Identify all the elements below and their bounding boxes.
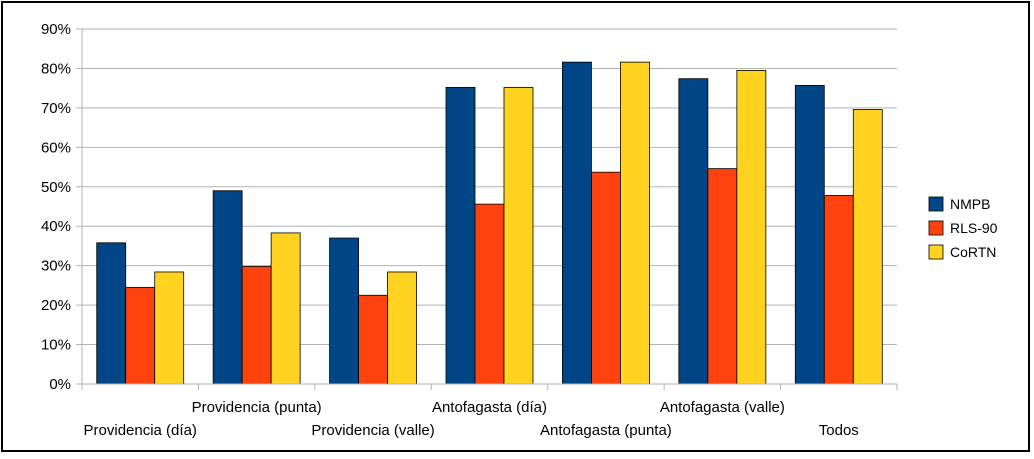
bar-cortn <box>387 271 417 385</box>
bar-rls-90 <box>591 171 621 385</box>
y-tick-label: 50% <box>41 179 71 196</box>
bar-cortn <box>503 86 534 385</box>
bar-nmpb <box>445 86 476 385</box>
bar-nmpb <box>678 78 709 385</box>
y-tick-label: 40% <box>41 218 71 235</box>
bar-rls-90 <box>823 195 854 385</box>
bar-nmpb <box>212 190 243 385</box>
bar-cortn <box>270 232 301 385</box>
x-tick-label: Antofagasta (día) <box>432 399 547 416</box>
y-tick-label: 20% <box>41 297 71 314</box>
axes <box>76 28 898 390</box>
legend-swatch-rls-90 <box>928 220 944 236</box>
legend-label: RLS-90 <box>950 220 998 236</box>
x-tick-label: Providencia (punta) <box>192 399 322 416</box>
bar-nmpb <box>562 61 592 385</box>
x-tick-label: Providencia (día) <box>84 422 197 439</box>
bar-rls-90 <box>707 168 738 385</box>
bar-cortn <box>154 271 185 385</box>
x-tick-labels: Providencia (día) Providencia (punta) Prov… <box>84 399 859 439</box>
bar-nmpb <box>794 85 825 385</box>
x-tick-label: Antofagasta (valle) <box>660 399 785 416</box>
y-tick-label: 30% <box>41 258 71 275</box>
y-tick-label: 70% <box>41 100 71 117</box>
bar-cortn <box>620 61 650 385</box>
bar-cortn <box>736 70 767 385</box>
legend: NMPB RLS-90 CoRTN <box>928 196 998 260</box>
y-tick-label: 10% <box>41 337 71 354</box>
legend-swatch-nmpb <box>928 196 944 212</box>
chart-frame: 0% 10% 20% 30% 40% 50% 60% 70% 80% 90% Providenci… <box>1 1 1030 452</box>
x-tick-label: Todos <box>819 422 859 439</box>
bar-chart: 0% 10% 20% 30% 40% 50% 60% 70% 80% 90% Providenci… <box>41 21 998 439</box>
bar-cortn <box>852 109 883 385</box>
bar-rls-90 <box>241 266 272 385</box>
legend-label: CoRTN <box>950 244 996 260</box>
bar-rls-90 <box>125 286 156 385</box>
bar-rls-90 <box>474 203 505 385</box>
legend-label: NMPB <box>950 196 990 212</box>
y-tick-label: 0% <box>49 376 71 393</box>
y-tick-labels: 0% 10% 20% 30% 40% 50% 60% 70% 80% 90% <box>41 21 71 393</box>
x-tick-label: Antofagasta (punta) <box>540 422 672 439</box>
bar-nmpb <box>329 237 359 385</box>
y-tick-label: 60% <box>41 139 71 156</box>
bar-nmpb <box>96 242 127 385</box>
y-tick-label: 80% <box>41 60 71 77</box>
bars <box>96 61 883 385</box>
bar-rls-90 <box>358 294 388 385</box>
x-tick-label: Providencia (valle) <box>311 422 434 439</box>
y-tick-label: 90% <box>41 21 71 38</box>
legend-swatch-cortn <box>928 244 944 260</box>
